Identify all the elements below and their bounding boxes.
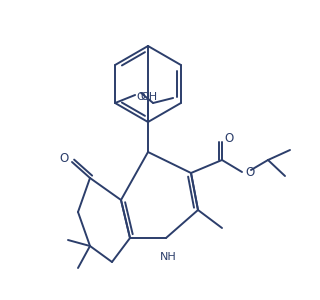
Text: O: O [60, 152, 69, 164]
Text: O: O [136, 92, 145, 102]
Text: OH: OH [140, 92, 157, 102]
Text: O: O [224, 131, 233, 145]
Text: O: O [245, 167, 254, 179]
Text: NH: NH [160, 252, 176, 262]
